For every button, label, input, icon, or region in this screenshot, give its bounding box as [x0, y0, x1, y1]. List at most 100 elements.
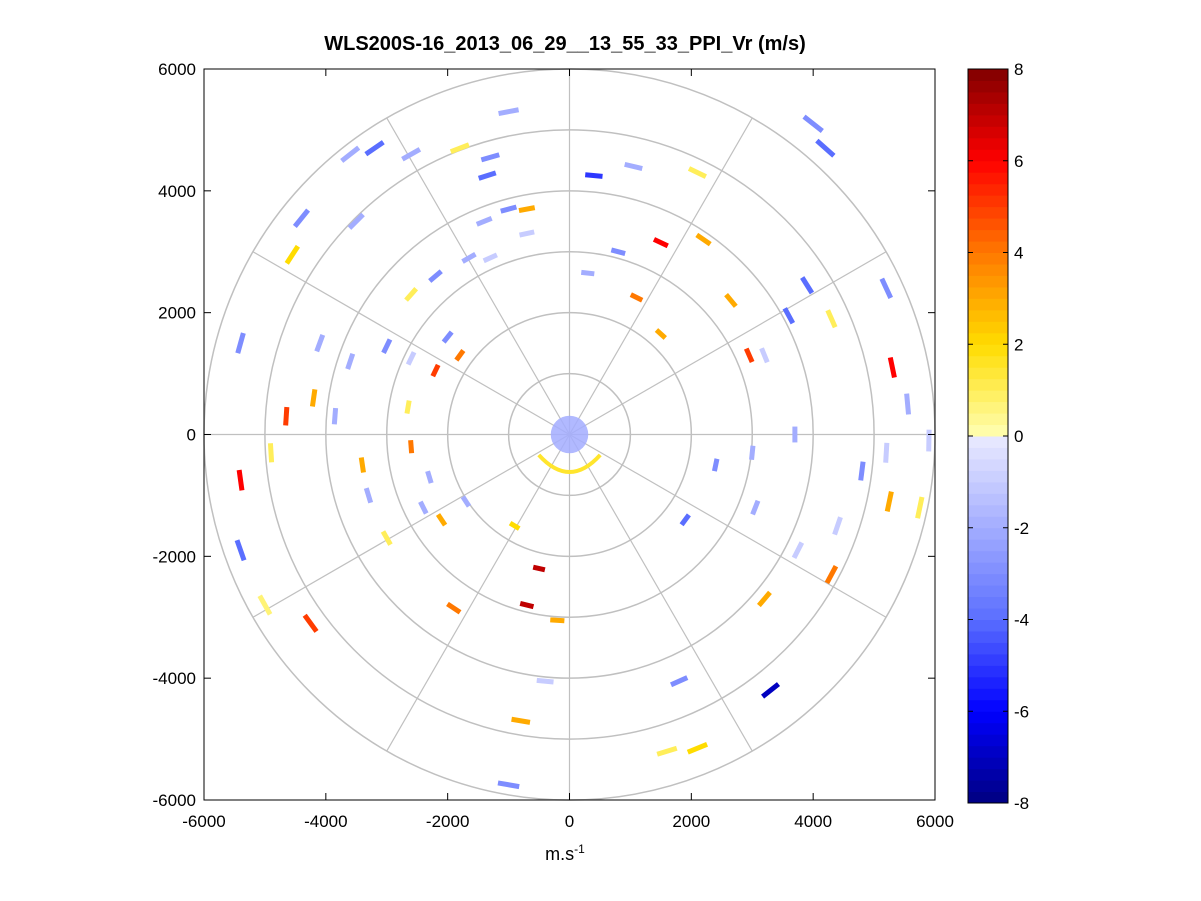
colorbar-cell	[968, 630, 1008, 643]
velocity-mark	[610, 247, 626, 257]
velocity-mark	[257, 594, 273, 616]
colorbar-tick-label: 2	[1014, 335, 1023, 354]
azimuth-spoke	[568, 117, 753, 435]
velocity-mark	[358, 457, 366, 473]
azimuth-spoke	[252, 433, 570, 618]
velocity-mark	[331, 407, 339, 425]
colorbar-cell	[968, 573, 1008, 586]
velocity-mark	[679, 513, 691, 527]
colorbar-cell	[968, 91, 1008, 104]
velocity-mark	[724, 293, 738, 308]
x-tick-label: 4000	[794, 812, 832, 831]
velocity-mark	[345, 352, 356, 370]
x-tick-label: -4000	[304, 812, 347, 831]
velocity-mark	[381, 338, 393, 354]
velocity-mark	[435, 513, 448, 527]
velocity-mark	[508, 520, 521, 531]
colorbar: 8 6 4 2 0 -2 -4 -6 -8	[967, 60, 1029, 813]
colorbar-tick-label: 0	[1014, 427, 1023, 446]
colorbar-cell	[968, 321, 1008, 334]
velocity-mark	[580, 269, 595, 277]
y-tick-label: 0	[187, 426, 196, 445]
chart-title: WLS200S-16_2013_06_29__13_55_33_PPI_Vr (…	[324, 33, 805, 55]
colorbar-cell	[968, 69, 1008, 81]
colorbar-cell	[968, 286, 1008, 299]
colorbar-cell	[968, 252, 1008, 265]
colorbar-cell	[968, 103, 1008, 116]
colorbar-cell	[968, 298, 1008, 311]
colorbar-tick-label: -2	[1014, 519, 1029, 538]
colorbar-cell	[968, 332, 1008, 345]
colorbar-cell	[968, 642, 1008, 655]
velocity-mark	[624, 161, 643, 171]
colorbar-gradient	[968, 69, 1008, 804]
velocity-mark	[652, 237, 669, 249]
velocity-mark	[550, 617, 565, 624]
colorbar-cell	[968, 676, 1008, 689]
velocity-mark	[408, 440, 415, 454]
azimuth-spoke	[386, 434, 571, 752]
colorbar-cell	[968, 745, 1008, 758]
colorbar-cell	[968, 527, 1008, 540]
y-tick-label: 2000	[158, 304, 196, 323]
azimuth-spoke	[568, 434, 753, 752]
velocity-mark	[404, 287, 419, 302]
velocity-mark	[518, 205, 536, 214]
colorbar-cell	[968, 504, 1008, 517]
colorbar-cell	[968, 447, 1008, 460]
colorbar-cell	[968, 481, 1008, 494]
y-tick-label: 4000	[158, 182, 196, 201]
colorbar-cell	[968, 757, 1008, 770]
colorbar-cell	[968, 80, 1008, 93]
velocity-mark	[519, 600, 535, 610]
velocity-mark	[759, 347, 770, 364]
colorbar-cell	[968, 206, 1008, 219]
colorbar-cell	[968, 183, 1008, 196]
x-tick-label: -2000	[426, 812, 469, 831]
velocity-mark	[802, 114, 824, 133]
velocity-mark	[669, 675, 689, 688]
velocity-mark	[695, 232, 712, 247]
velocity-mark	[743, 347, 755, 363]
velocity-mark	[380, 530, 393, 546]
velocity-mark	[430, 363, 441, 378]
colorbar-cell	[968, 780, 1008, 793]
colorbar-tick-label: 4	[1014, 244, 1023, 263]
velocity-mark	[584, 172, 603, 179]
colorbar-cell	[968, 355, 1008, 368]
colorbar-cell	[968, 390, 1008, 403]
velocity-mark	[824, 565, 839, 585]
x-axis-label-base: m.s	[545, 844, 574, 864]
velocity-mark	[883, 442, 890, 463]
colorbar-tick-label: -8	[1014, 794, 1029, 813]
colorbar-cell	[968, 424, 1008, 437]
velocity-mark	[234, 539, 247, 562]
y-tick-label: -2000	[153, 547, 196, 566]
colorbar-cell	[968, 791, 1008, 804]
velocity-mark	[498, 107, 520, 116]
velocity-mark	[532, 564, 546, 573]
velocity-mark	[405, 351, 417, 366]
colorbar-cell	[968, 458, 1008, 471]
velocity-mark	[460, 495, 472, 508]
velocity-mark	[309, 389, 318, 407]
x-axis-label-sup: -1	[574, 842, 585, 856]
colorbar-cell	[968, 218, 1008, 231]
azimuth-spoke	[569, 433, 887, 618]
x-tick-label: -6000	[182, 812, 225, 831]
colorbar-cell	[968, 436, 1008, 448]
x-tick-label: 6000	[916, 812, 954, 831]
velocity-mark	[536, 677, 554, 685]
velocity-mark	[761, 682, 781, 699]
velocity-mark	[511, 716, 531, 725]
velocity-mark	[364, 140, 385, 157]
velocity-mark	[477, 170, 497, 181]
velocity-mark	[629, 292, 644, 303]
y-tick-label: -4000	[153, 669, 196, 688]
velocity-mark	[446, 601, 462, 615]
colorbar-cell	[968, 550, 1008, 563]
velocity-mark	[449, 142, 470, 154]
velocity-mark	[904, 393, 912, 415]
center-blob-core	[550, 415, 589, 454]
